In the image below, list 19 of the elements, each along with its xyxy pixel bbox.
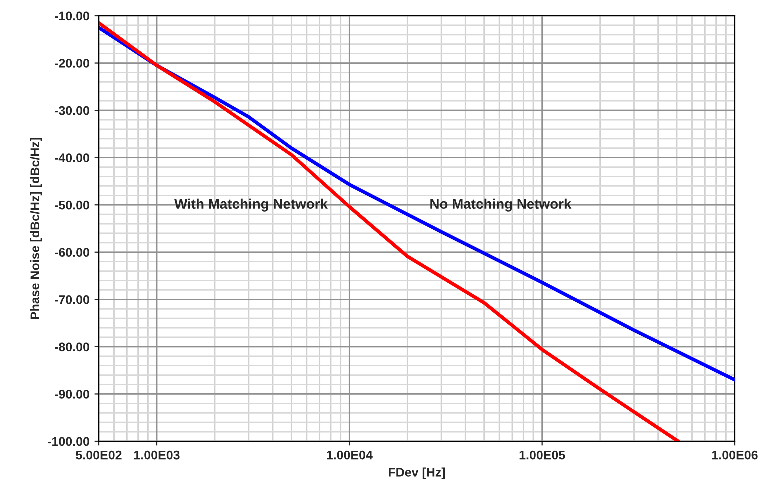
x-axis-title: FDev [Hz] <box>389 468 446 480</box>
y-tick-label: -10.00 <box>55 12 90 21</box>
y-tick-label: -60.00 <box>55 248 90 258</box>
y-tick-label: -70.00 <box>55 295 90 304</box>
y-tick-label: -40.00 <box>55 154 90 162</box>
y-tick-label: -90.00 <box>55 390 90 399</box>
y-tick-label: -100.00 <box>48 437 90 446</box>
y-tick-label: -20.00 <box>55 59 90 68</box>
y-tick-label: -50.00 <box>55 200 90 210</box>
y-axis-title: Phase Noise [dBc/Hz] [dBc/Hz] <box>30 138 42 320</box>
y-tick-label: -80.00 <box>55 342 90 352</box>
x-tick-label: 5.00E02 <box>76 450 122 460</box>
x-tick-label: 1.00E03 <box>134 450 180 460</box>
x-tick-label: 1.00E06 <box>712 450 758 460</box>
y-tick-label: -30.00 <box>55 106 90 116</box>
x-tick-label: 1.00E04 <box>327 450 373 460</box>
series-label: No Matching Network <box>430 198 572 212</box>
x-tick-label: 1.00E05 <box>520 450 566 460</box>
series-label: With Matching Network <box>174 198 328 212</box>
